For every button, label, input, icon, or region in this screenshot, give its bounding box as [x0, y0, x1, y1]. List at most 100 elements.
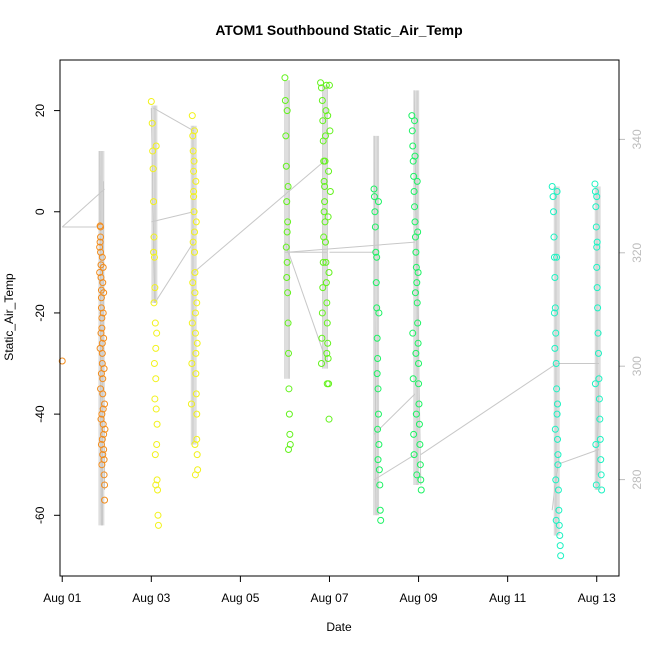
data-point: [325, 415, 333, 423]
x-tick-label: Aug 05: [221, 591, 259, 605]
data-point: [98, 435, 106, 443]
data-point: [371, 208, 379, 216]
data-point: [411, 218, 419, 226]
data-point: [553, 385, 561, 393]
data-point: [193, 299, 201, 307]
x-tick-label: Aug 01: [43, 591, 81, 605]
data-point: [150, 299, 158, 307]
data-point: [154, 511, 162, 519]
data-point: [284, 289, 292, 297]
data-point: [150, 248, 158, 256]
data-point: [594, 304, 602, 312]
data-point: [323, 349, 331, 357]
data-point: [151, 451, 159, 459]
data-point: [98, 324, 106, 332]
data-point: [594, 329, 602, 337]
data-point: [414, 339, 422, 347]
data-point: [412, 248, 420, 256]
data-point: [321, 218, 329, 226]
data-point: [153, 420, 161, 428]
data-point: [326, 127, 334, 135]
data-point: [153, 440, 161, 448]
data-point: [190, 157, 198, 165]
data-point: [97, 385, 105, 393]
data-point: [152, 344, 160, 352]
data-point: [413, 177, 421, 185]
data-point: [376, 481, 384, 489]
data-point: [148, 119, 156, 127]
data-point: [190, 188, 198, 196]
data-point: [324, 112, 332, 120]
data-point: [549, 193, 557, 201]
data-point: [414, 228, 422, 236]
data-point: [593, 243, 601, 251]
data-point: [322, 258, 330, 266]
data-point: [147, 97, 155, 105]
data-point: [412, 410, 420, 418]
data-point: [553, 410, 561, 418]
data-point: [373, 334, 381, 342]
data-point: [409, 329, 417, 337]
data-point: [283, 258, 291, 266]
data-point: [375, 309, 383, 317]
data-point: [98, 461, 106, 469]
data-point: [324, 354, 332, 362]
data-point: [409, 375, 417, 383]
data-point: [149, 147, 157, 155]
data-point: [321, 132, 329, 140]
data-point: [319, 284, 327, 292]
data-point: [99, 263, 107, 271]
x-axis-label: Date: [326, 620, 352, 634]
data-point: [595, 375, 603, 383]
data-point: [317, 79, 325, 87]
data-point: [321, 182, 329, 190]
data-point: [286, 430, 294, 438]
data-point: [101, 481, 109, 489]
data-point: [151, 284, 159, 292]
right-y-tick-label: 300: [630, 356, 644, 376]
data-point: [376, 506, 384, 514]
data-point: [552, 476, 560, 484]
data-point: [321, 157, 329, 165]
data-point: [191, 248, 199, 256]
data-point: [285, 385, 293, 393]
data-point: [101, 400, 109, 408]
data-point: [320, 177, 328, 185]
data-point: [191, 471, 199, 479]
data-point: [150, 253, 158, 261]
data-point: [592, 223, 600, 231]
data-point: [550, 309, 558, 317]
data-point: [282, 162, 290, 170]
data-points: [58, 74, 606, 560]
data-point: [188, 112, 196, 120]
data-point: [99, 309, 107, 317]
data-point: [58, 357, 66, 365]
data-point: [320, 233, 328, 241]
data-point: [187, 400, 195, 408]
data-point: [326, 188, 334, 196]
data-point: [101, 496, 109, 504]
data-point: [283, 107, 291, 115]
data-point: [554, 486, 562, 494]
data-point: [318, 309, 326, 317]
data-point: [193, 410, 201, 418]
data-point: [190, 208, 198, 216]
data-point: [323, 319, 331, 327]
x-tick-label: Aug 09: [400, 591, 438, 605]
data-point: [598, 486, 606, 494]
data-point: [100, 471, 108, 479]
data-point: [375, 466, 383, 474]
data-point: [555, 521, 563, 529]
data-point: [97, 223, 105, 231]
data-point: [593, 238, 601, 246]
axes: Aug 01 Aug 03 Aug 05 Aug 07 Aug 09 Aug 11 Aug …: [33, 104, 644, 605]
data-point: [551, 304, 559, 312]
data-point: [283, 198, 291, 206]
data-point: [591, 380, 599, 388]
data-point: [415, 360, 423, 368]
data-point: [323, 380, 331, 388]
data-point: [191, 329, 199, 337]
data-point: [154, 521, 162, 529]
connecting-line: [153, 107, 194, 132]
data-point: [97, 329, 105, 337]
